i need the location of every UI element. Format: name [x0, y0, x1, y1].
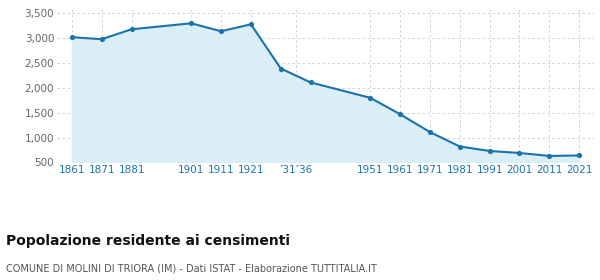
Point: [455, 144, 464, 149]
Text: Popolazione residente ai censimenti: Popolazione residente ai censimenti: [6, 234, 290, 248]
Point: [574, 153, 584, 158]
Point: [485, 149, 494, 153]
Point: [246, 22, 256, 27]
Point: [515, 151, 524, 155]
Point: [425, 130, 435, 134]
Point: [187, 21, 196, 25]
Point: [544, 154, 554, 158]
Point: [306, 80, 316, 85]
Point: [127, 27, 136, 32]
Point: [365, 95, 375, 100]
Point: [216, 29, 226, 34]
Point: [395, 112, 405, 116]
Point: [97, 37, 107, 41]
Point: [67, 35, 77, 39]
Point: [276, 66, 286, 71]
Text: COMUNE DI MOLINI DI TRIORA (IM) - Dati ISTAT - Elaborazione TUTTITALIA.IT: COMUNE DI MOLINI DI TRIORA (IM) - Dati I…: [6, 263, 377, 273]
